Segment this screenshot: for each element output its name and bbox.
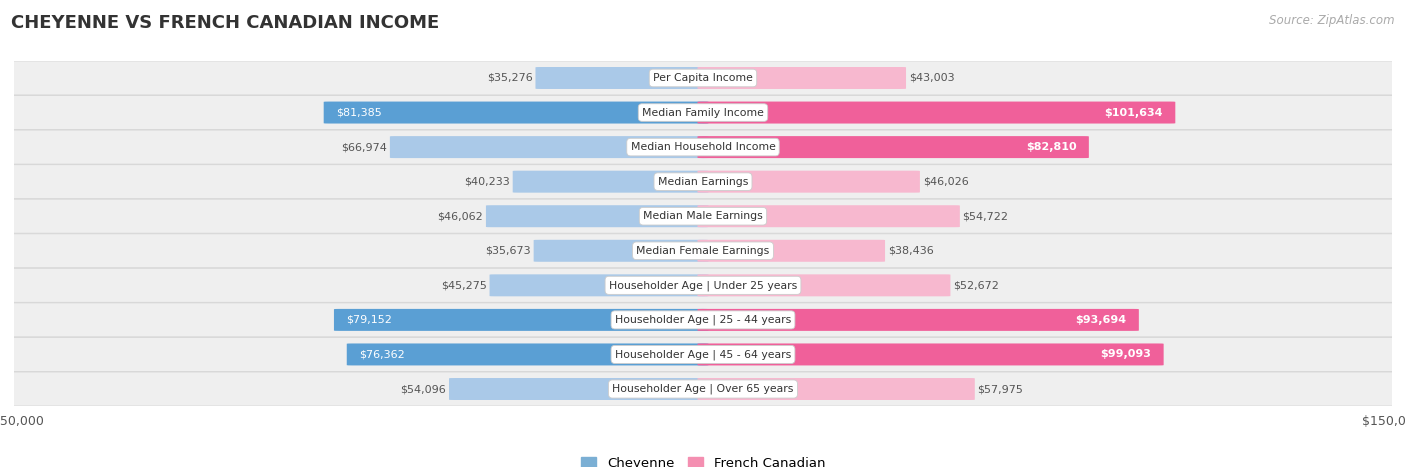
FancyBboxPatch shape [0, 199, 1406, 234]
FancyBboxPatch shape [335, 309, 709, 331]
Text: $93,694: $93,694 [1076, 315, 1126, 325]
FancyBboxPatch shape [697, 309, 1139, 331]
Text: $52,672: $52,672 [953, 280, 1000, 290]
Text: $57,975: $57,975 [977, 384, 1024, 394]
FancyBboxPatch shape [323, 101, 709, 124]
Text: $54,722: $54,722 [963, 211, 1008, 221]
Text: Householder Age | Under 25 years: Householder Age | Under 25 years [609, 280, 797, 290]
Text: Median Female Earnings: Median Female Earnings [637, 246, 769, 256]
FancyBboxPatch shape [697, 67, 905, 89]
FancyBboxPatch shape [486, 205, 709, 227]
Text: $82,810: $82,810 [1026, 142, 1077, 152]
Text: Median Family Income: Median Family Income [643, 107, 763, 118]
Text: $43,003: $43,003 [908, 73, 955, 83]
Text: Median Male Earnings: Median Male Earnings [643, 211, 763, 221]
FancyBboxPatch shape [0, 337, 1406, 372]
Text: Median Earnings: Median Earnings [658, 177, 748, 187]
FancyBboxPatch shape [0, 268, 1406, 303]
Text: Householder Age | 25 - 44 years: Householder Age | 25 - 44 years [614, 315, 792, 325]
FancyBboxPatch shape [697, 378, 974, 400]
FancyBboxPatch shape [0, 164, 1406, 199]
FancyBboxPatch shape [389, 136, 709, 158]
FancyBboxPatch shape [0, 303, 1406, 337]
FancyBboxPatch shape [489, 274, 709, 297]
Text: $81,385: $81,385 [336, 107, 382, 118]
FancyBboxPatch shape [347, 343, 709, 366]
FancyBboxPatch shape [697, 343, 1164, 366]
FancyBboxPatch shape [0, 61, 1406, 95]
FancyBboxPatch shape [0, 234, 1406, 268]
FancyBboxPatch shape [0, 372, 1406, 406]
FancyBboxPatch shape [449, 378, 709, 400]
Text: $35,276: $35,276 [486, 73, 533, 83]
Text: $76,362: $76,362 [359, 349, 405, 360]
Text: Source: ZipAtlas.com: Source: ZipAtlas.com [1270, 14, 1395, 27]
FancyBboxPatch shape [697, 170, 920, 193]
FancyBboxPatch shape [697, 205, 960, 227]
Text: $35,673: $35,673 [485, 246, 531, 256]
FancyBboxPatch shape [697, 136, 1088, 158]
Text: $46,026: $46,026 [922, 177, 969, 187]
Text: $79,152: $79,152 [346, 315, 392, 325]
Text: $45,275: $45,275 [441, 280, 486, 290]
Text: Householder Age | Over 65 years: Householder Age | Over 65 years [612, 384, 794, 394]
Text: $40,233: $40,233 [464, 177, 510, 187]
Text: $99,093: $99,093 [1101, 349, 1152, 360]
FancyBboxPatch shape [697, 240, 884, 262]
FancyBboxPatch shape [697, 274, 950, 297]
Text: $38,436: $38,436 [887, 246, 934, 256]
Text: Median Household Income: Median Household Income [630, 142, 776, 152]
Text: $46,062: $46,062 [437, 211, 484, 221]
FancyBboxPatch shape [534, 240, 709, 262]
Text: $66,974: $66,974 [342, 142, 387, 152]
FancyBboxPatch shape [0, 95, 1406, 130]
Legend: Cheyenne, French Canadian: Cheyenne, French Canadian [575, 452, 831, 467]
Text: Per Capita Income: Per Capita Income [652, 73, 754, 83]
FancyBboxPatch shape [697, 101, 1175, 124]
Text: Householder Age | 45 - 64 years: Householder Age | 45 - 64 years [614, 349, 792, 360]
Text: $101,634: $101,634 [1104, 107, 1163, 118]
FancyBboxPatch shape [513, 170, 709, 193]
FancyBboxPatch shape [0, 130, 1406, 164]
FancyBboxPatch shape [536, 67, 709, 89]
Text: $54,096: $54,096 [401, 384, 446, 394]
Text: CHEYENNE VS FRENCH CANADIAN INCOME: CHEYENNE VS FRENCH CANADIAN INCOME [11, 14, 440, 32]
